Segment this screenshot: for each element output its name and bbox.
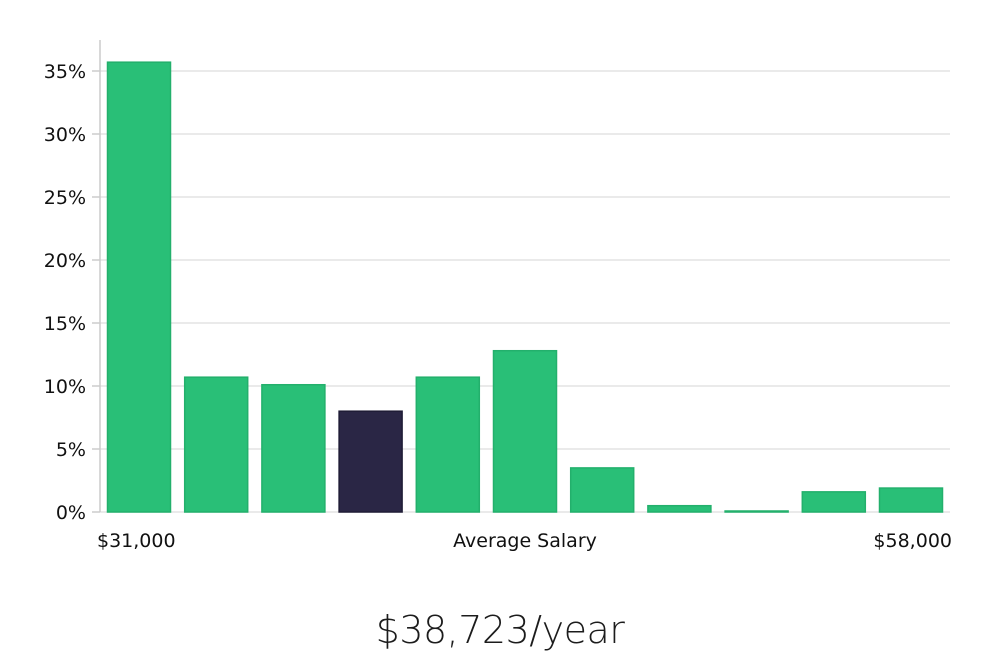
- average-salary-value: $38,723/year: [375, 608, 625, 652]
- bar: [261, 383, 326, 513]
- salary-histogram: 0% 5% 10% 15% 20% 25% 30% 35% $31,000 Average S…: [44, 40, 952, 552]
- y-tick-label: 35%: [44, 61, 86, 83]
- y-axis-ticks: 0% 5% 10% 15% 20% 25% 30% 35%: [44, 61, 100, 524]
- x-label-min: $31,000: [97, 530, 176, 552]
- y-tick-label: 15%: [44, 313, 86, 335]
- y-tick-label: 30%: [44, 124, 86, 146]
- bar-highlighted: [338, 410, 403, 513]
- bar: [492, 349, 558, 513]
- bar: [569, 467, 635, 513]
- x-label-average-salary: Average Salary: [453, 530, 597, 552]
- y-tick-label: 20%: [44, 250, 86, 272]
- y-tick-label: 10%: [44, 376, 86, 398]
- y-tick-label: 25%: [44, 187, 86, 209]
- x-axis-labels: $31,000 Average Salary $58,000: [97, 530, 952, 552]
- bar: [724, 510, 789, 513]
- y-tick-label: 0%: [56, 502, 86, 524]
- bar: [183, 376, 249, 513]
- bar: [647, 504, 712, 513]
- bar: [415, 376, 481, 513]
- y-tick-label: 5%: [56, 439, 86, 461]
- bars: [106, 61, 944, 513]
- x-label-max: $58,000: [873, 530, 952, 552]
- bar: [801, 491, 867, 513]
- bar: [106, 61, 172, 513]
- bar: [878, 487, 944, 513]
